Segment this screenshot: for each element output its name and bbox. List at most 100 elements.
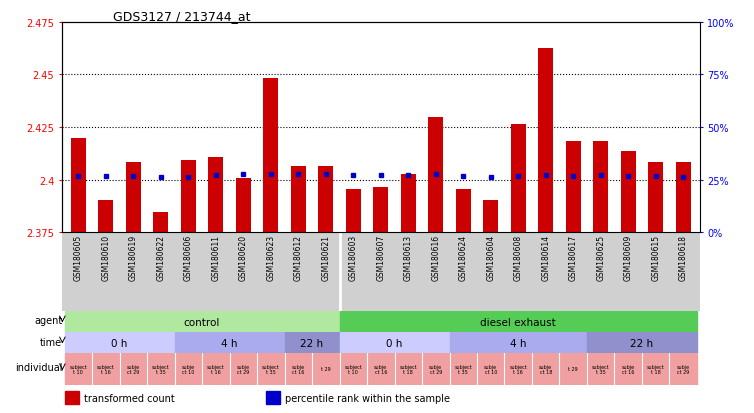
Text: subje
ct 29: subje ct 29: [676, 364, 690, 374]
Bar: [483, 200, 498, 233]
Text: GSM180615: GSM180615: [651, 234, 661, 280]
Text: subje
ct 29: subje ct 29: [127, 364, 140, 374]
Bar: [615, 353, 642, 385]
Text: 22 h: 22 h: [301, 338, 323, 348]
Text: GSM180620: GSM180620: [239, 234, 248, 280]
Bar: [449, 353, 477, 385]
Bar: [400, 175, 415, 233]
Text: 4 h: 4 h: [510, 338, 526, 348]
Bar: [339, 353, 367, 385]
Bar: [98, 200, 113, 233]
Bar: [175, 332, 284, 353]
Bar: [566, 141, 581, 233]
Bar: [284, 332, 339, 353]
Text: subje
ct 10: subje ct 10: [182, 364, 195, 374]
Text: subje
ct 16: subje ct 16: [292, 364, 305, 374]
Bar: [621, 152, 636, 233]
Text: subje
ct 16: subje ct 16: [621, 364, 635, 374]
Bar: [670, 353, 697, 385]
Bar: [504, 353, 532, 385]
Text: GSM180622: GSM180622: [156, 234, 165, 280]
Text: GDS3127 / 213744_at: GDS3127 / 213744_at: [113, 10, 250, 23]
Bar: [266, 391, 280, 404]
Bar: [538, 49, 553, 233]
Bar: [367, 353, 394, 385]
Bar: [587, 332, 697, 353]
Bar: [181, 160, 196, 233]
Bar: [92, 353, 120, 385]
Text: subje
ct 18: subje ct 18: [539, 364, 552, 374]
Bar: [263, 78, 278, 233]
Bar: [642, 353, 670, 385]
Text: percentile rank within the sample: percentile rank within the sample: [285, 393, 450, 403]
Text: GSM180621: GSM180621: [321, 234, 330, 280]
Bar: [257, 353, 284, 385]
Bar: [236, 179, 251, 233]
Text: subject
t 35: subject t 35: [592, 364, 609, 374]
Text: 0 h: 0 h: [112, 338, 127, 348]
Text: GSM180611: GSM180611: [211, 234, 220, 280]
Text: subject
t 16: subject t 16: [97, 364, 115, 374]
Text: GSM180612: GSM180612: [294, 234, 303, 280]
Bar: [532, 353, 559, 385]
Text: GSM180618: GSM180618: [679, 234, 688, 280]
Text: subject
t 10: subject t 10: [345, 364, 362, 374]
Text: GSM180606: GSM180606: [184, 234, 193, 280]
Text: t 29: t 29: [321, 366, 330, 371]
Text: GSM180616: GSM180616: [431, 234, 440, 280]
Text: subject
t 35: subject t 35: [455, 364, 472, 374]
Text: GSM180610: GSM180610: [101, 234, 110, 280]
Bar: [65, 353, 92, 385]
Text: subje
ct 10: subje ct 10: [484, 364, 498, 374]
Bar: [229, 353, 257, 385]
Text: subject
t 18: subject t 18: [647, 364, 664, 374]
Bar: [71, 139, 86, 233]
Bar: [477, 353, 504, 385]
Bar: [339, 332, 449, 353]
Bar: [648, 162, 664, 233]
Bar: [291, 166, 306, 233]
Text: subject
t 10: subject t 10: [69, 364, 87, 374]
Text: subject
t 16: subject t 16: [510, 364, 527, 374]
Bar: [318, 166, 333, 233]
Text: GSM180617: GSM180617: [569, 234, 578, 280]
Bar: [346, 190, 361, 233]
Text: subject
t 35: subject t 35: [262, 364, 280, 374]
Text: subject
t 16: subject t 16: [207, 364, 225, 374]
Text: subje
ct 29: subje ct 29: [237, 364, 250, 374]
Text: GSM180614: GSM180614: [541, 234, 550, 280]
Bar: [676, 162, 691, 233]
Text: time: time: [40, 337, 63, 347]
Bar: [422, 353, 449, 385]
Text: transformed count: transformed count: [84, 393, 175, 403]
Text: GSM180625: GSM180625: [596, 234, 605, 280]
Bar: [65, 332, 175, 353]
Text: GSM180623: GSM180623: [266, 234, 275, 280]
Bar: [339, 311, 697, 332]
Text: GSM180613: GSM180613: [403, 234, 412, 280]
Bar: [208, 158, 223, 233]
Text: GSM180604: GSM180604: [486, 234, 495, 280]
Bar: [147, 353, 175, 385]
Bar: [394, 353, 422, 385]
Text: individual: individual: [15, 362, 63, 373]
Text: GSM180624: GSM180624: [458, 234, 467, 280]
Text: GSM180619: GSM180619: [129, 234, 138, 280]
Bar: [153, 213, 168, 233]
Bar: [455, 190, 470, 233]
Text: control: control: [184, 317, 220, 327]
Text: 0 h: 0 h: [386, 338, 403, 348]
Text: t 29: t 29: [569, 366, 578, 371]
Bar: [65, 311, 339, 332]
Text: GSM180605: GSM180605: [74, 234, 83, 280]
Text: diesel exhaust: diesel exhaust: [480, 317, 556, 327]
Text: subje
ct 29: subje ct 29: [429, 364, 443, 374]
Bar: [175, 353, 202, 385]
Bar: [284, 353, 312, 385]
Bar: [559, 353, 587, 385]
Bar: [510, 124, 526, 233]
Text: GSM180608: GSM180608: [513, 234, 523, 280]
Bar: [120, 353, 147, 385]
Bar: [428, 118, 443, 233]
Text: subject
t 18: subject t 18: [400, 364, 417, 374]
